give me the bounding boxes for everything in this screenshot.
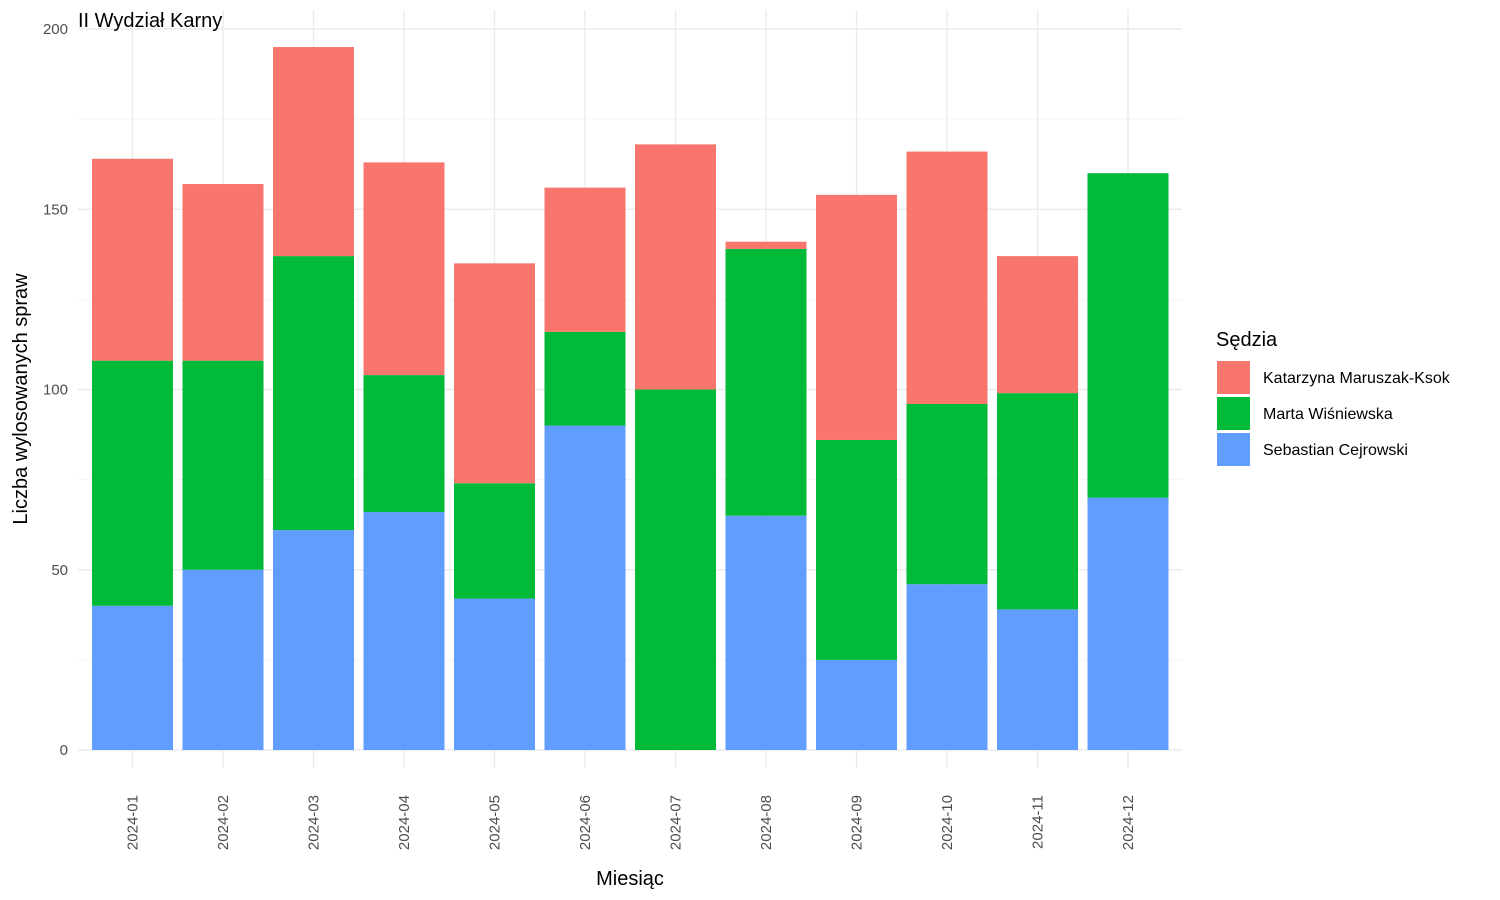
x-tick-label: 2024-01: [125, 795, 142, 850]
x-tick-label: 2024-08: [758, 795, 775, 850]
x-tick-label: 2024-07: [668, 795, 685, 850]
x-axis-tick-labels: 2024-01 2024-02 2024-03 2024-04 2024-05 2024-…: [125, 795, 1138, 850]
y-tick-label: 200: [43, 21, 68, 38]
legend-label: Katarzyna Maruszak-Ksok: [1263, 370, 1451, 387]
y-tick-label: 150: [43, 201, 68, 218]
bar-segment: [1087, 497, 1169, 750]
bar-segment: [363, 512, 445, 750]
bar-segment: [92, 605, 173, 750]
y-axis-tick-labels: 0 50 100 150 200: [43, 21, 68, 759]
bar-segment: [816, 439, 897, 660]
legend-label: Sebastian Cejrowski: [1263, 442, 1408, 459]
legend-title: Sędzia: [1216, 329, 1278, 351]
x-tick-label: 2024-09: [849, 795, 866, 850]
bar-segment: [635, 389, 716, 750]
bar-segment: [544, 425, 626, 750]
legend-key: [1217, 433, 1250, 466]
bar-segment: [725, 248, 807, 516]
bar-segment: [997, 609, 1078, 750]
bar-segment: [1087, 173, 1169, 498]
bar-segment: [906, 403, 988, 585]
bar-segment: [725, 515, 807, 750]
bar-segment: [454, 263, 535, 484]
legend-label: Marta Wiśniewska: [1263, 406, 1393, 423]
x-tick-label: 2024-05: [487, 795, 504, 850]
bar-segment: [92, 360, 173, 606]
legend-key: [1217, 361, 1250, 394]
bar-segment: [906, 151, 988, 404]
x-tick-label: 2024-12: [1120, 795, 1137, 850]
bar-segment: [363, 162, 445, 376]
bar-segment: [544, 331, 626, 426]
bar-segment: [725, 241, 807, 249]
bar-segment: [906, 584, 988, 750]
bar-segment: [454, 598, 535, 750]
y-tick-label: 100: [43, 382, 68, 399]
bar-segment: [997, 256, 1078, 394]
bar-segment: [816, 194, 897, 440]
x-tick-label: 2024-06: [577, 795, 594, 850]
x-axis-title: Miesiąc: [596, 868, 664, 890]
bar-segment: [273, 47, 354, 257]
chart-title: II Wydział Karny: [78, 10, 222, 32]
bar-segment: [182, 184, 264, 361]
bar-segment: [363, 375, 445, 513]
bar-segment: [273, 256, 354, 531]
x-tick-label: 2024-04: [396, 795, 413, 850]
bar-segment: [92, 158, 173, 361]
bar-segment: [273, 530, 354, 750]
bars: [92, 47, 1169, 750]
bar-segment: [816, 659, 897, 750]
bar-segment: [182, 360, 264, 570]
legend-key: [1217, 397, 1250, 430]
legend-item: Marta Wiśniewska: [1217, 397, 1393, 430]
x-tick-label: 2024-10: [939, 795, 956, 850]
x-tick-label: 2024-02: [215, 795, 232, 850]
y-tick-label: 0: [60, 742, 68, 759]
legend: Sędzia Katarzyna Maruszak-Ksok Marta Wiśn…: [1216, 329, 1451, 466]
y-tick-label: 50: [51, 562, 68, 579]
legend-item: Sebastian Cejrowski: [1217, 433, 1408, 466]
bar-segment: [454, 483, 535, 599]
legend-item: Katarzyna Maruszak-Ksok: [1217, 361, 1451, 394]
bar-segment: [182, 569, 264, 750]
bar-segment: [635, 144, 716, 390]
bar-segment: [544, 187, 626, 332]
y-axis-title: Liczba wylosowanych spraw: [10, 273, 32, 525]
x-tick-label: 2024-11: [1030, 795, 1047, 849]
x-tick-label: 2024-03: [306, 795, 323, 850]
legend-items: Katarzyna Maruszak-Ksok Marta Wiśniewska S…: [1217, 361, 1451, 466]
bar-segment: [997, 393, 1078, 610]
